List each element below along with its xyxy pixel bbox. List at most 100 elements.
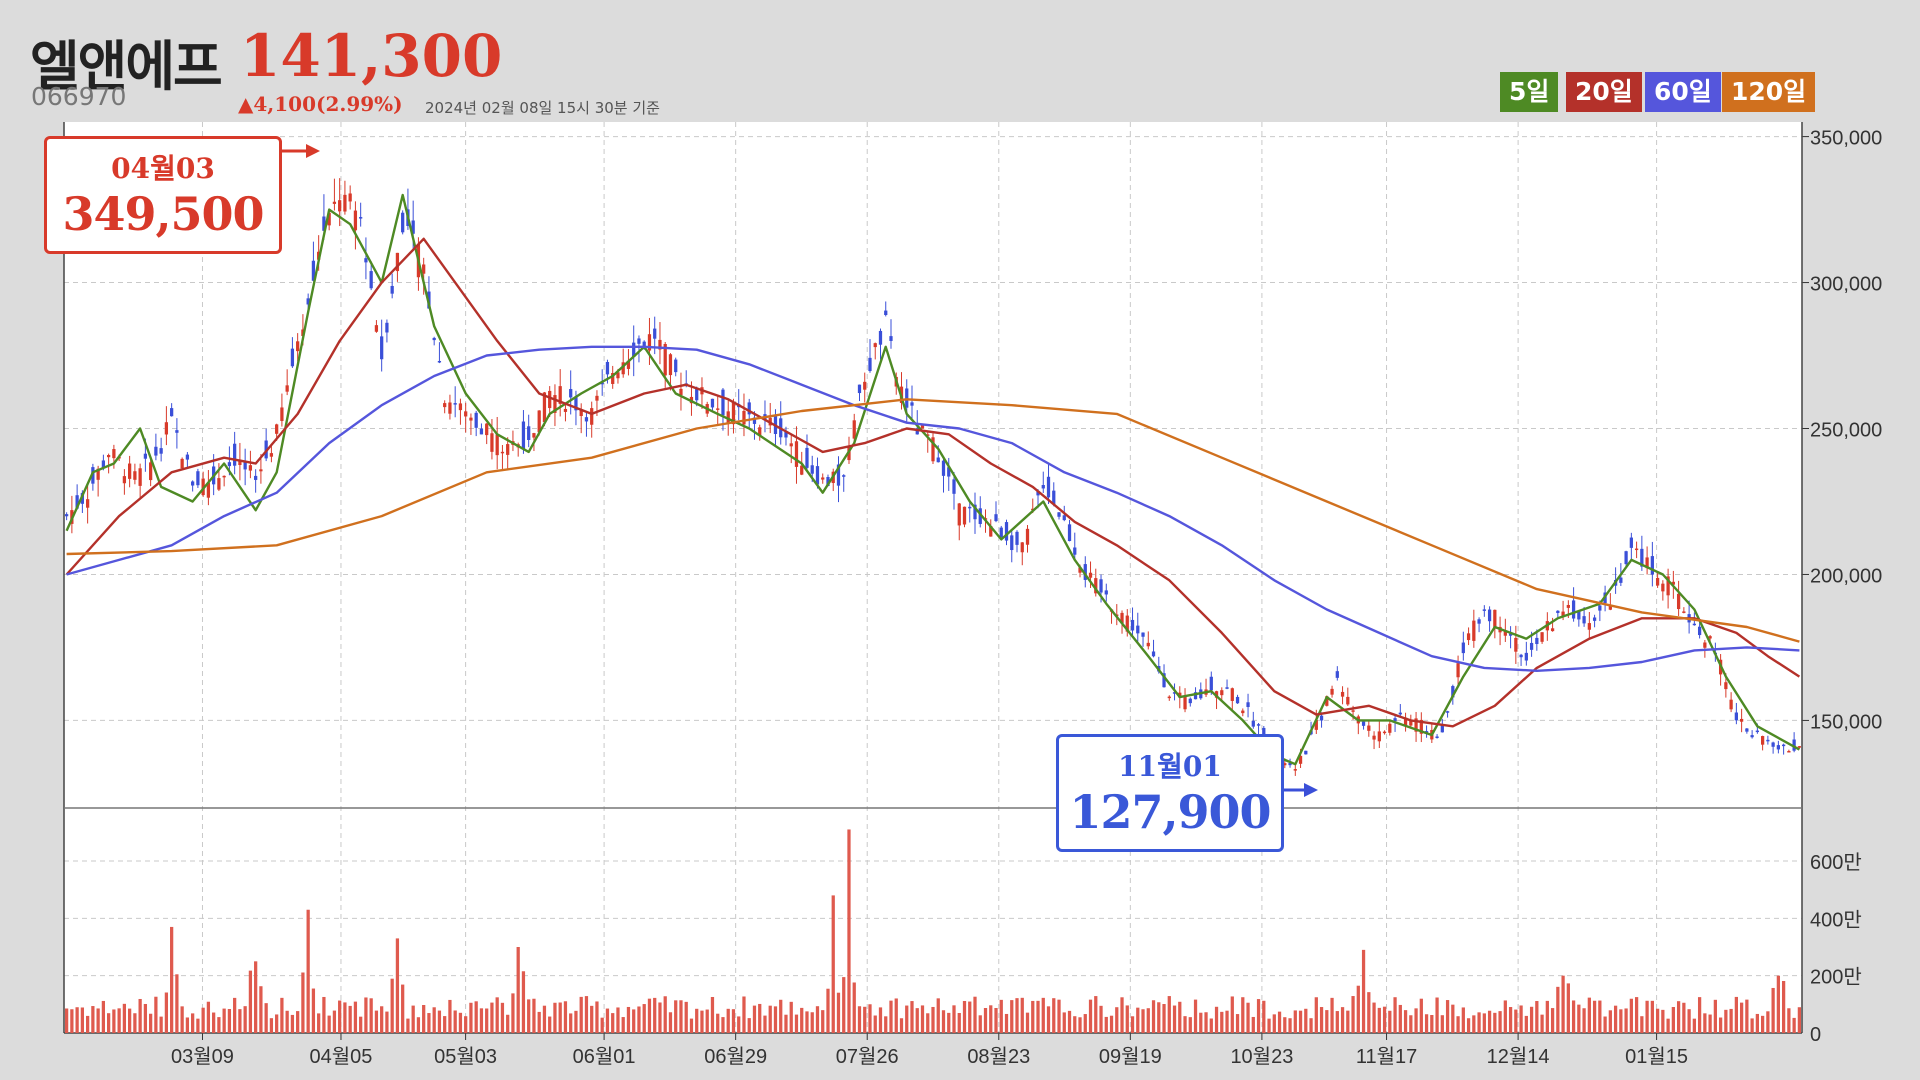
high-callout: 04월03 349,500: [44, 136, 282, 254]
candle-body: [479, 428, 484, 435]
ma-badge-120[interactable]: 120일: [1722, 72, 1816, 112]
volume-bar: [443, 1016, 447, 1033]
candle-body: [1382, 731, 1387, 734]
candle-body: [805, 447, 809, 468]
candle-body: [128, 463, 132, 479]
ma-badge-5[interactable]: 5일: [1500, 72, 1559, 112]
volume-bar: [1566, 983, 1570, 1033]
candle-body: [920, 425, 925, 429]
volume-bar: [1508, 1007, 1513, 1033]
candle-body: [1514, 637, 1518, 652]
volume-bar: [1209, 1018, 1213, 1033]
candle-body: [1015, 531, 1019, 545]
candle-body: [1540, 632, 1544, 642]
candle-body: [1487, 609, 1492, 622]
volume-bar: [878, 1007, 883, 1033]
volume-bar: [842, 977, 846, 1033]
volume-bar: [1304, 1008, 1308, 1033]
volume-bar: [248, 970, 253, 1033]
volume-bar: [894, 998, 898, 1033]
volume-bar: [128, 1008, 132, 1033]
candle-body: [1508, 633, 1513, 636]
candle-body: [1052, 490, 1056, 505]
volume-bar: [406, 1018, 410, 1033]
volume-bar: [1482, 1013, 1486, 1033]
high-callout-date: 04월03: [111, 152, 215, 185]
candle-body: [1472, 620, 1476, 641]
stock-code: 066970: [31, 82, 127, 111]
volume-bar: [411, 1005, 415, 1033]
volume-bar: [1629, 998, 1633, 1033]
volume-bar: [731, 1009, 736, 1033]
candle-body: [1241, 710, 1245, 714]
volume-bar: [789, 1001, 793, 1033]
candle-body: [143, 453, 148, 459]
candle-body: [196, 471, 200, 486]
volume-bar: [269, 1018, 274, 1033]
volume-bar: [1760, 1015, 1765, 1033]
ma-badge-20[interactable]: 20일: [1566, 72, 1642, 112]
volume-bar: [1713, 999, 1717, 1033]
volume-bar: [957, 1013, 961, 1033]
volume-bar: [1199, 1012, 1203, 1033]
candle-body: [1136, 625, 1140, 634]
date-tick-label: 11월17: [1356, 1045, 1417, 1068]
volume-bar: [511, 993, 515, 1033]
candle-body: [1587, 623, 1591, 630]
volume-bar: [122, 1003, 127, 1033]
volume-bar: [390, 978, 394, 1033]
volume-bar: [931, 1006, 935, 1033]
volume-bar: [684, 1001, 688, 1033]
volume-bar: [915, 1008, 919, 1033]
ma-line-20일: [65, 237, 1801, 728]
candle-body: [1130, 619, 1135, 631]
volume-bar: [1776, 975, 1780, 1033]
volume-bar: [584, 996, 589, 1033]
candle-body: [290, 348, 295, 367]
candle-body: [1141, 632, 1145, 637]
volume-bar: [1314, 997, 1318, 1033]
date-tick-label: 04월05: [310, 1045, 373, 1068]
candle-body: [952, 479, 956, 494]
volume-bar: [464, 1016, 468, 1033]
volume-bar: [275, 1014, 279, 1033]
volume-bar: [479, 1008, 484, 1033]
ma-badge-60[interactable]: 60일: [1645, 72, 1721, 112]
volume-bar: [836, 992, 841, 1033]
volume-bar: [1330, 997, 1334, 1033]
candle-body: [170, 408, 174, 417]
volume-bar: [1676, 1001, 1681, 1033]
current-price: 141,300: [240, 22, 503, 90]
candle-body: [1251, 720, 1255, 727]
date-tick-label: 06월01: [573, 1045, 636, 1068]
candle-body: [1640, 548, 1644, 567]
candle-body: [784, 431, 788, 438]
volume-bar: [847, 829, 851, 1033]
volume-bar: [726, 1008, 730, 1033]
candle-body: [1125, 615, 1129, 632]
volume-bar: [1272, 1014, 1276, 1033]
volume-bar: [647, 998, 652, 1033]
volume-bar: [1792, 1017, 1796, 1033]
candle-body: [1598, 605, 1602, 611]
candle-body: [852, 420, 856, 439]
candle-body: [1760, 736, 1765, 745]
volume-bar: [1167, 996, 1171, 1033]
candle-body: [448, 402, 452, 414]
volume-bar: [285, 1010, 289, 1033]
volume-bar: [364, 997, 368, 1033]
volume-bar: [437, 1010, 442, 1033]
candle-body: [752, 417, 757, 424]
volume-bar: [1125, 1005, 1129, 1033]
volume-bar: [1241, 997, 1245, 1033]
volume-bar: [1309, 1018, 1313, 1033]
volume-bar: [301, 972, 305, 1033]
volume-bar: [815, 1006, 820, 1033]
candle-body: [1461, 642, 1465, 654]
volume-bar: [1619, 1009, 1623, 1033]
candle-body: [64, 514, 69, 517]
volume-bar: [1797, 1007, 1802, 1033]
volume-bar: [668, 1012, 673, 1033]
candle-body: [600, 382, 604, 385]
